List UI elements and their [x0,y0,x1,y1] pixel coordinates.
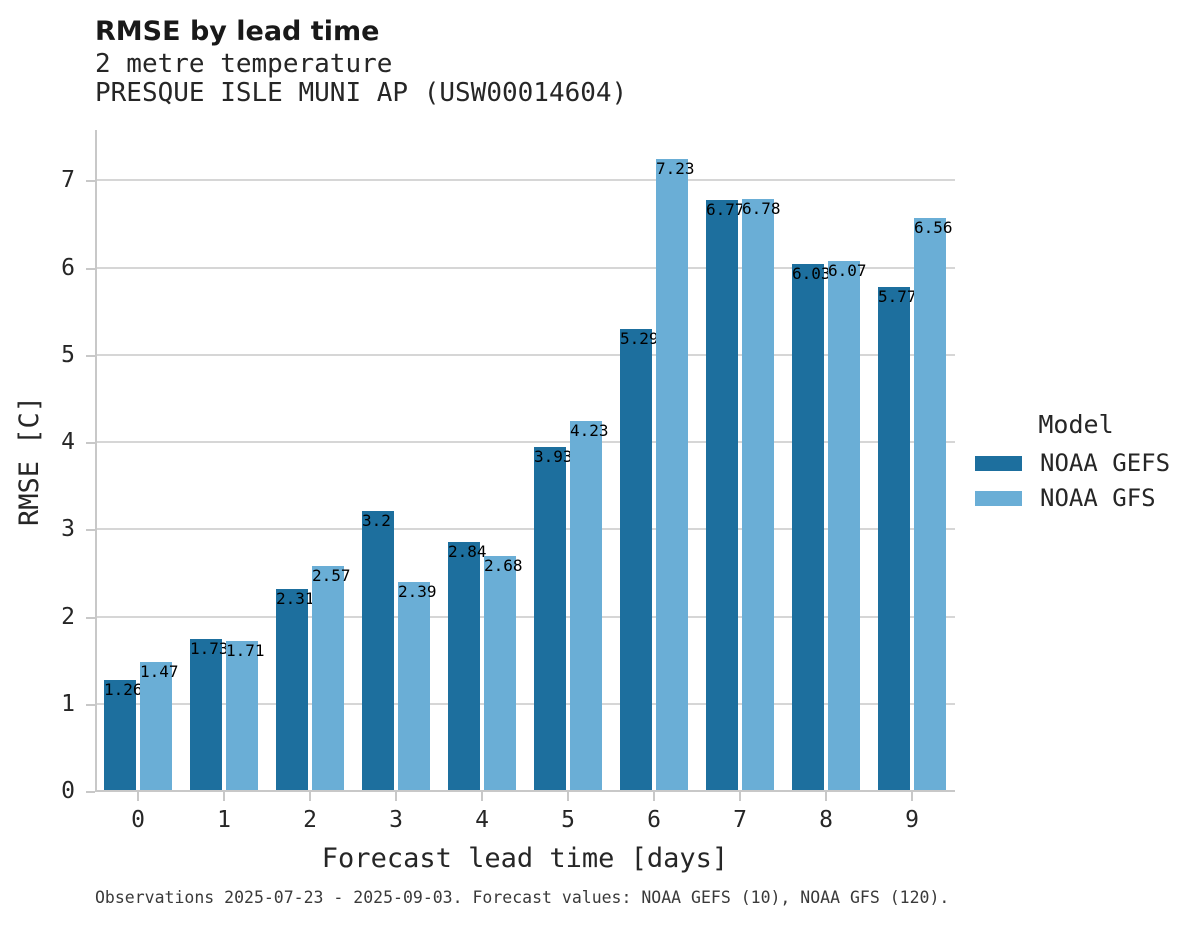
bar-noaa-gfs-lead-6: 7.23 [656,159,695,790]
bar-noaa-gfs-lead-3: 2.39 [398,581,437,790]
y-tick-label: 1 [61,690,75,717]
chart-subtitle-station: PRESQUE ISLE MUNI AP (USW00014604) [95,78,628,108]
bar-noaa-gefs-lead-0: 1.26 [104,680,143,790]
x-tick-mark [481,792,483,801]
legend-swatch-icon [975,490,1022,506]
bar-noaa-gefs-lead-9: 5.77 [878,286,917,790]
y-tick-mark [86,267,95,270]
bar-noaa-gfs-lead-2: 2.57 [312,565,351,790]
x-tick-mark [223,792,225,801]
x-axis-label: Forecast lead time [days] [321,843,729,874]
bar-noaa-gefs-lead-1: 1.73 [190,639,229,790]
y-tick-mark [86,529,95,532]
y-axis-label: RMSE [C] [14,395,45,527]
x-tick-label: 2 [303,807,317,833]
x-tick-label: 7 [733,807,747,833]
x-tick-mark [309,792,311,801]
y-tick-label: 5 [61,341,75,368]
bar-noaa-gefs-lead-3: 3.2 [362,510,394,790]
x-tick-label: 6 [647,807,661,833]
y-tick-mark [86,180,95,183]
x-tick-label: 5 [561,807,575,833]
bar-noaa-gfs-lead-7: 6.78 [742,198,781,790]
chart-title: RMSE by lead time [95,16,380,47]
y-tick-mark [86,354,95,357]
x-tick-mark [653,792,655,801]
gridline-y-1 [95,702,955,705]
gridline-y-5 [95,353,955,356]
legend-entry-noaa-gefs: NOAA GEFS [972,449,1180,477]
bar-noaa-gfs-lead-0: 1.47 [140,661,179,790]
bar-noaa-gefs-lead-4: 2.84 [448,542,487,790]
plot-area: 0 1 2 3 4 5 6 7 1.26 1.73 2.31 3.2 2.84 3.93 5.29 6.77 6… [61,130,955,833]
y-tick-label: 7 [61,167,75,194]
y-tick-label: 6 [61,254,75,281]
y-tick-label: 4 [61,429,75,456]
legend-title: Model [1038,410,1114,439]
y-tick-mark [86,442,95,445]
x-tick-mark [137,792,139,801]
y-tick-mark [86,703,95,706]
bar-noaa-gfs-lead-1: 1.71 [226,640,265,790]
y-tick-label: 2 [61,603,75,630]
legend-swatch-icon [975,455,1022,471]
x-tick-label: 1 [217,807,231,833]
y-tick-label: 3 [61,516,75,543]
x-tick-mark [567,792,569,801]
legend: Model NOAA GEFS NOAA GFS [972,410,1180,519]
y-axis-spine [95,130,97,792]
bar-noaa-gfs-lead-5: 4.23 [570,421,609,790]
bar-noaa-gefs-lead-5: 3.93 [534,447,573,790]
x-tick-mark [739,792,741,801]
footnote: Observations 2025-07-23 - 2025-09-03. Fo… [95,888,950,907]
x-tick-mark [911,792,913,801]
gridline-y-7 [95,179,955,182]
gridline-y-2 [95,615,955,618]
legend-label: NOAA GFS [1040,484,1156,512]
bar-noaa-gfs-lead-9: 6.56 [914,217,953,790]
gridline-y-6 [95,266,955,269]
x-axis-spine [95,790,955,792]
x-tick-mark [825,792,827,801]
y-tick-mark [86,616,95,619]
bar-noaa-gefs-lead-2: 2.31 [276,588,315,790]
gridline-y-3 [95,528,955,531]
bar-noaa-gfs-lead-8: 6.07 [828,260,867,790]
gridline-y-4 [95,441,955,444]
y-tick-label: 0 [61,778,75,804]
y-tick-mark [86,791,95,793]
x-tick-label: 9 [905,807,919,833]
bar-noaa-gefs-lead-7: 6.77 [706,199,745,790]
chart-subtitle-variable: 2 metre temperature [95,49,393,79]
bar-noaa-gfs-lead-4: 2.68 [484,556,523,790]
x-tick-mark [395,792,397,801]
legend-entry-noaa-gfs: NOAA GFS [972,484,1180,512]
x-tick-label: 3 [389,807,403,833]
x-tick-label: 4 [475,807,489,833]
legend-label: NOAA GEFS [1040,449,1171,477]
bar-noaa-gefs-lead-6: 5.29 [620,328,659,790]
bar-noaa-gefs-lead-8: 6.03 [792,264,831,790]
x-tick-label: 8 [819,807,833,833]
x-tick-label: 0 [131,807,145,833]
